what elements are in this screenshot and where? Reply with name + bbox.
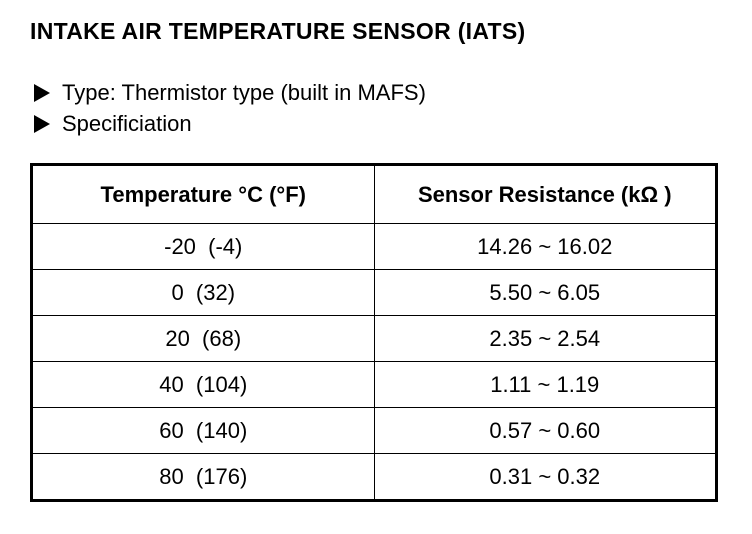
table-cell: 14.26 ~ 16.02 xyxy=(373,223,717,270)
table-cell: -20 (-4) xyxy=(31,223,375,270)
bullet-text: Type: Thermistor type (built in MAFS) xyxy=(62,80,426,105)
bullet: Type: Thermistor type (built in MAFS) xyxy=(34,80,426,106)
table-row: 60 (140) 0.57 ~ 0.60 xyxy=(31,407,717,454)
bullet: Specificiation xyxy=(34,111,192,137)
table-cell: 1.11 ~ 1.19 xyxy=(373,361,717,408)
table-cell: 5.50 ~ 6.05 xyxy=(373,269,717,316)
table-row: -20 (-4) 14.26 ~ 16.02 xyxy=(31,223,717,270)
table-row: 0 (32) 5.50 ~ 6.05 xyxy=(31,269,717,316)
spec-table: Temperature °C (°F) Sensor Resistance (k… xyxy=(30,163,718,502)
table-cell: 80 (176) xyxy=(31,453,375,501)
table-cell: 60 (140) xyxy=(31,407,375,454)
bullet-arrow xyxy=(34,115,50,133)
table-cell: 20 (68) xyxy=(31,315,375,362)
title: INTAKE AIR TEMPERATURE SENSOR (IATS) xyxy=(30,18,526,44)
table-cell: 0 (32) xyxy=(31,269,375,316)
column-header: Sensor Resistance (kΩ ) xyxy=(373,164,717,224)
column-header: Temperature °C (°F) xyxy=(31,164,375,224)
table-cell: 2.35 ~ 2.54 xyxy=(373,315,717,362)
table-row: 80 (176) 0.31 ~ 0.32 xyxy=(31,453,717,501)
bullet-text: Specificiation xyxy=(62,111,192,136)
header-row: Temperature °C (°F) Sensor Resistance (k… xyxy=(31,164,717,224)
table-cell: 0.31 ~ 0.32 xyxy=(373,453,717,501)
table-cell: 40 (104) xyxy=(31,361,375,408)
table-row: 40 (104) 1.11 ~ 1.19 xyxy=(31,361,717,408)
bullet-arrow xyxy=(34,84,50,102)
table-row: 20 (68) 2.35 ~ 2.54 xyxy=(31,315,717,362)
table-cell: 0.57 ~ 0.60 xyxy=(373,407,717,454)
